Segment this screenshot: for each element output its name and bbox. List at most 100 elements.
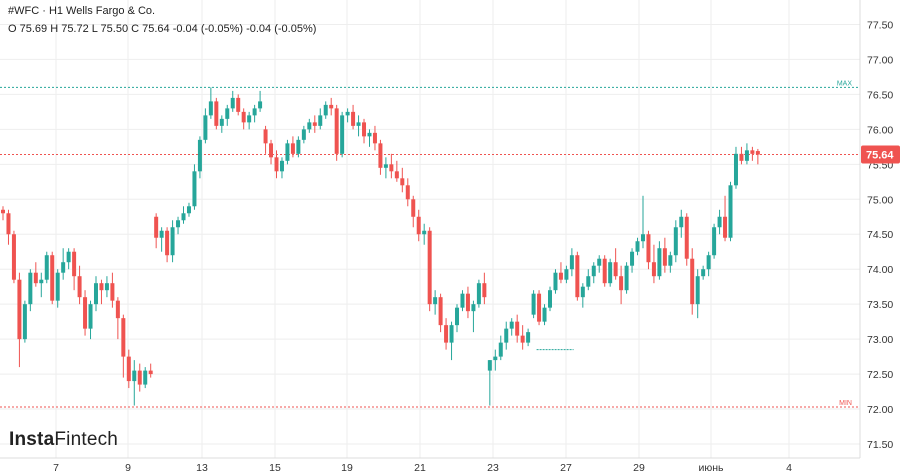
candle: [580, 283, 585, 308]
candle-body: [608, 262, 613, 284]
candle: [93, 276, 98, 312]
candle: [83, 290, 88, 336]
candle: [345, 108, 350, 123]
candle-body: [154, 216, 159, 238]
candle: [394, 160, 399, 182]
candle-body: [733, 153, 738, 186]
candle: [416, 209, 421, 242]
candle: [126, 349, 131, 389]
candle-body: [55, 272, 60, 301]
candle: [597, 255, 602, 273]
candle-body: [66, 251, 71, 263]
candle-body: [143, 370, 148, 385]
time-axis[interactable]: 7 9 13 15 19 21 23 27 29 июнь 4: [53, 462, 792, 474]
candle: [750, 146, 755, 161]
candle-body: [635, 241, 640, 252]
x-tick-label: 23: [487, 462, 499, 474]
candle: [640, 195, 645, 249]
x-tick-label: 4: [786, 462, 792, 474]
candle: [400, 167, 405, 193]
candle-body: [668, 255, 673, 266]
candle-body: [323, 104, 328, 116]
candle-body: [378, 143, 383, 168]
candle: [362, 118, 367, 144]
candle: [509, 318, 514, 336]
candle: [137, 363, 142, 392]
candle-body: [115, 300, 120, 319]
candle-body: [515, 321, 520, 336]
candle: [646, 230, 651, 270]
candle: [411, 195, 416, 228]
candle: [219, 115, 224, 133]
candle: [1, 206, 5, 221]
candle-body: [389, 164, 394, 172]
max-label: MAX: [837, 80, 853, 87]
candle-body: [416, 216, 421, 235]
candle-body: [602, 258, 607, 284]
candle-body: [728, 185, 733, 238]
candle-body: [542, 307, 547, 322]
x-tick-label: 27: [560, 462, 572, 474]
candle: [679, 209, 684, 238]
candle-body: [662, 248, 667, 266]
candle-body: [186, 206, 191, 214]
candle-body: [61, 262, 66, 273]
y-tick-label: 75.00: [867, 194, 893, 206]
y-tick-label: 73.50: [867, 299, 893, 311]
candle: [236, 94, 241, 116]
candle-body: [690, 258, 695, 305]
y-tick-label: 73.00: [867, 334, 893, 346]
candle: [515, 314, 520, 343]
candle-body: [411, 199, 416, 217]
price-axis[interactable]: 77.5077.0076.5076.0075.5075.0074.5074.00…: [861, 19, 900, 451]
candle: [11, 230, 16, 284]
candle-body: [126, 356, 131, 382]
candle-body: [695, 276, 700, 305]
candle: [624, 262, 629, 294]
y-tick-label: 77.50: [867, 19, 893, 31]
candle-body: [307, 122, 312, 130]
candle: [690, 248, 695, 315]
candle: [755, 148, 760, 165]
candle-body: [684, 216, 689, 259]
candles: [1, 87, 760, 406]
candle: [143, 367, 148, 389]
candle: [684, 213, 689, 266]
candle-body: [405, 185, 410, 200]
candle-body: [640, 234, 645, 242]
candle-body: [362, 122, 367, 137]
candle: [553, 269, 558, 294]
candle-body: [509, 321, 514, 329]
y-tick-label: 74.50: [867, 229, 893, 241]
candle: [258, 90, 263, 112]
y-tick-label: 71.50: [867, 439, 893, 451]
candle: [214, 97, 219, 130]
instafintech-logo: InstaFintech: [9, 429, 118, 451]
candle-body: [471, 304, 476, 312]
candle-body: [531, 293, 536, 315]
candle-body: [236, 97, 241, 112]
candle-body: [744, 150, 749, 161]
candle: [192, 164, 197, 210]
candle: [657, 241, 662, 280]
candle: [712, 223, 717, 259]
candle-body: [372, 132, 377, 144]
candle-body: [269, 143, 274, 158]
candle-body: [318, 115, 323, 126]
candle-body: [455, 307, 460, 326]
candle: [241, 108, 246, 130]
candle-body: [575, 255, 580, 298]
y-tick-label: 77.00: [867, 54, 893, 66]
candle: [132, 360, 137, 406]
candle-body: [438, 297, 443, 326]
candle-body: [159, 230, 164, 238]
candle: [460, 290, 465, 312]
candle: [613, 248, 618, 280]
candle: [115, 297, 120, 340]
candle: [50, 251, 55, 305]
x-tick-label: 21: [414, 462, 426, 474]
candle-body: [137, 370, 142, 385]
candle-body: [208, 101, 213, 116]
candle-body: [214, 101, 219, 126]
